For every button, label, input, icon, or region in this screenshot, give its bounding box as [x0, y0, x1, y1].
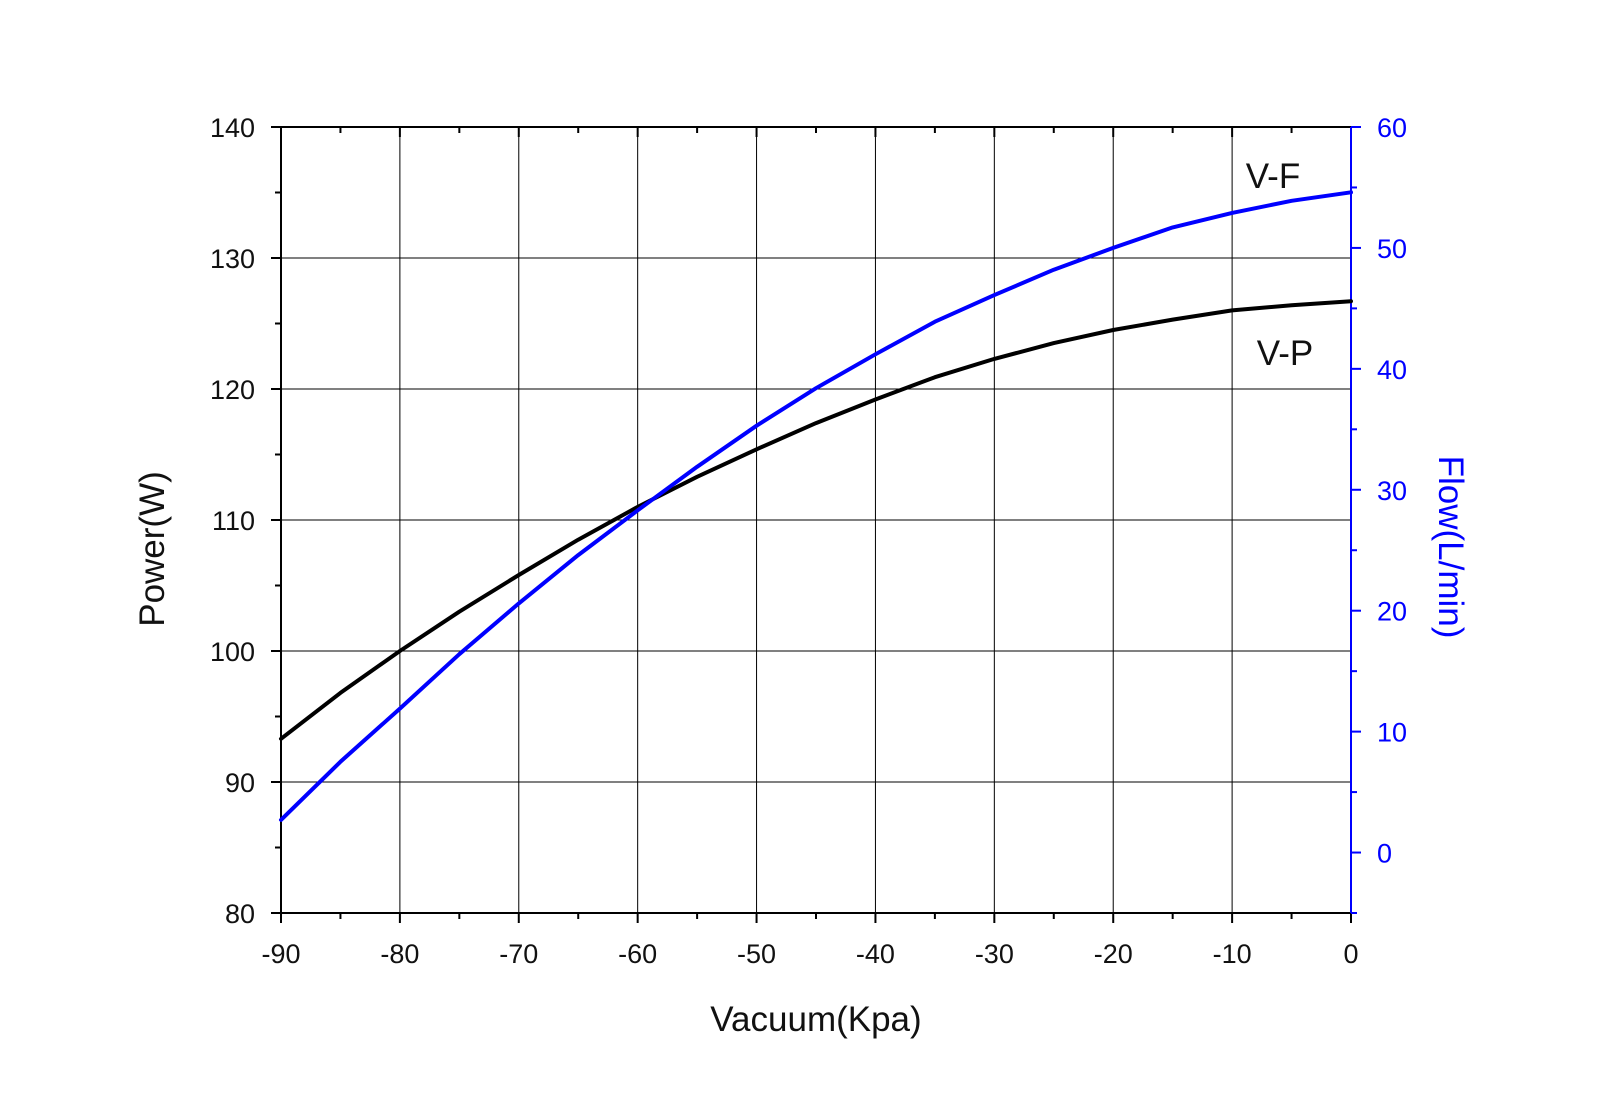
tick-labels: -90 -80 -70 -60 -50 -40 -30 -20 -10 0809010011012… — [210, 113, 1407, 969]
x-tick-label: -50 — [737, 939, 776, 969]
x-tick-label: -30 — [975, 939, 1014, 969]
x-tick-label: -80 — [380, 939, 419, 969]
x-tick-label: -40 — [856, 939, 895, 969]
y2-tick-label: 0 — [1377, 839, 1392, 869]
series-line-v-f — [279, 190, 1353, 822]
y-tick-label: 80 — [225, 899, 255, 929]
x-tick-label: -60 — [618, 939, 657, 969]
x-tick-label: -90 — [261, 939, 300, 969]
y-tick-label: 100 — [210, 637, 255, 667]
series-label-vf: V-F — [1246, 157, 1300, 196]
y-tick-label: 90 — [225, 768, 255, 798]
series-line-v-p — [279, 299, 1353, 741]
y-tick-label: 140 — [210, 113, 255, 143]
x-axis-title: Vacuum(Kpa) — [710, 1000, 921, 1039]
y-tick-label: 110 — [212, 506, 255, 536]
x-tick-label: -20 — [1094, 939, 1133, 969]
y2-tick-label: 50 — [1377, 234, 1407, 264]
y-axis-title: Power(W) — [133, 471, 172, 627]
x-tick-label: 0 — [1343, 939, 1358, 969]
y2-tick-label: 30 — [1377, 476, 1407, 506]
y-tick-label: 130 — [210, 244, 255, 274]
grid-lines — [281, 127, 1351, 913]
x-tick-label: -70 — [499, 939, 538, 969]
y-tick-label: 120 — [210, 375, 255, 405]
y2-tick-label: 40 — [1377, 355, 1407, 385]
y2-tick-label: 60 — [1377, 113, 1407, 143]
y2-tick-label: 20 — [1377, 597, 1407, 627]
axes — [280, 126, 1352, 914]
x-tick-label: -10 — [1213, 939, 1252, 969]
y2-tick-label: 10 — [1377, 718, 1407, 748]
series-label-vp: V-P — [1257, 334, 1313, 373]
series-lines — [279, 190, 1353, 822]
y2-axis-title: Flow(L/min) — [1431, 456, 1470, 639]
